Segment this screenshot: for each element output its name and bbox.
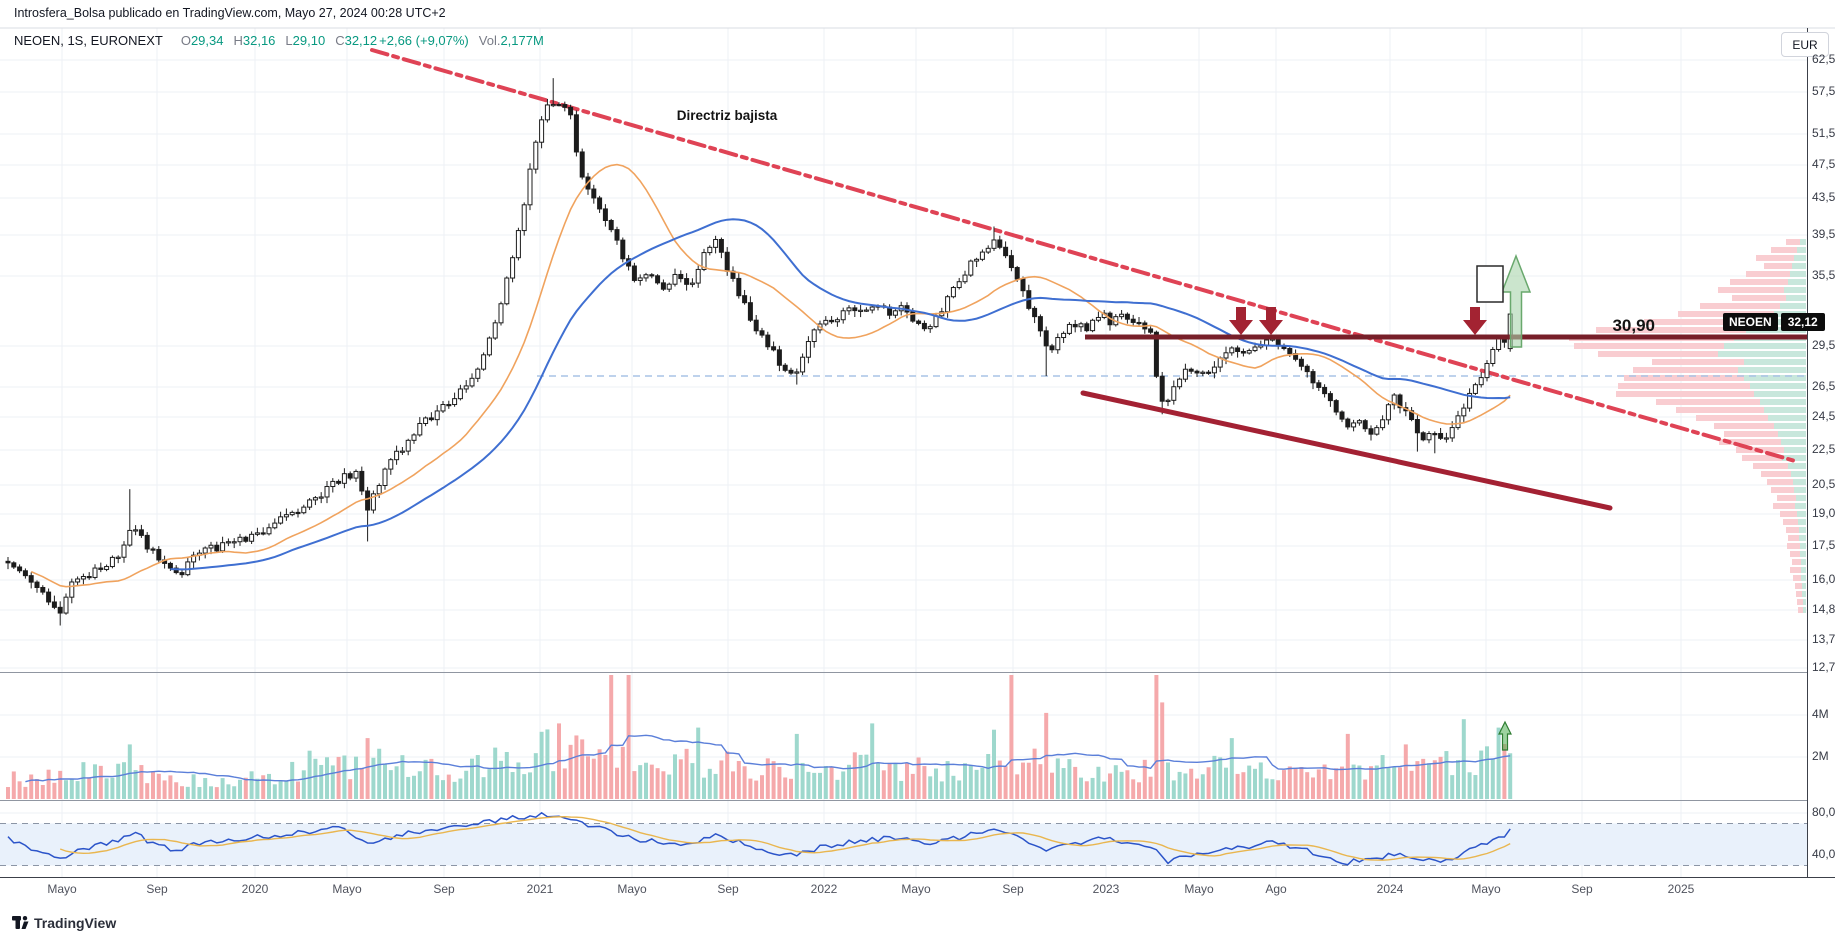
green-up-arrow[interactable] (1500, 253, 1532, 348)
price-axis-label: 16,00 (1812, 572, 1835, 586)
price-axis-label: 29,50 (1812, 338, 1835, 352)
price-axis-label: 43,50 (1812, 190, 1835, 204)
volume-ma-line (25, 734, 1511, 783)
time-axis-label: Mayo (332, 882, 362, 896)
volume-axis-label: 2M (1812, 749, 1829, 763)
price-axis-label: 47,50 (1812, 157, 1835, 171)
red-down-arrow[interactable] (1259, 307, 1283, 335)
tradingview-logo-text: TradingView (34, 914, 117, 931)
price-axis-label: 13,70 (1812, 632, 1835, 646)
legend-value: 29,10 (292, 33, 326, 48)
legend-value: 2,177M (500, 33, 544, 48)
legend-label: O (180, 33, 191, 48)
symbol-legend: NEOEN, 1S, EURONEXT O29,34 H32,16 L29,10 C32… (14, 33, 546, 48)
time-axis-label: Mayo (901, 882, 931, 896)
rsi-axis-label: 80,00 (1812, 805, 1835, 819)
price-tag-symbol: NEOEN (1723, 313, 1778, 331)
tradingview-logo-icon (12, 916, 29, 929)
legend-value: 32,12 (344, 33, 378, 48)
price-axis-label: 12,70 (1812, 660, 1835, 674)
time-axis-label: 2025 (1667, 882, 1695, 896)
red-down-arrow[interactable] (1463, 307, 1487, 335)
legend-label: L (285, 33, 293, 48)
currency-button[interactable]: EUR (1781, 32, 1829, 57)
publication-header: Introsfera_Bolsa publicado en TradingVie… (14, 6, 446, 20)
legend-value: +2,66 (+9,07%) (379, 33, 469, 48)
time-axis-label: Ago (1265, 882, 1287, 896)
red-down-arrow[interactable] (1229, 307, 1253, 335)
empty-annotation-box[interactable] (1476, 265, 1504, 303)
trendline-label: Directriz bajista (676, 108, 778, 123)
time-axis-label: 2020 (241, 882, 269, 896)
price-axis-label: 22,50 (1812, 442, 1835, 456)
time-axis-label: Sep (717, 882, 739, 896)
price-axis-label: 39,50 (1812, 227, 1835, 241)
legend-label: Vol. (478, 33, 501, 48)
ma-slow-line (170, 218, 1511, 571)
time-axis-label: Mayo (1471, 882, 1501, 896)
volume-axis-label: 4M (1812, 707, 1829, 721)
time-axis-label: Mayo (1184, 882, 1214, 896)
price-axis-label: 35,50 (1812, 268, 1835, 282)
price-axis-label: 19,00 (1812, 506, 1835, 520)
time-axis-label: 2024 (1376, 882, 1404, 896)
legend-label: C (335, 33, 345, 48)
price-axis-label: 57,50 (1812, 84, 1835, 98)
time-axis-label: 2021 (526, 882, 554, 896)
directriz-bajista-line[interactable] (370, 48, 1797, 463)
symbol-title: NEOEN, 1S, EURONEXT (14, 33, 163, 48)
gridlines (0, 28, 1807, 877)
ohlc-values: O29,34 H32,16 L29,10 C32,12 +2,66 (+9,07%) Vo… (173, 33, 546, 48)
price-axis-label: 17,50 (1812, 538, 1835, 552)
legend-value: 32,16 (242, 33, 276, 48)
time-axis-label: 2022 (810, 882, 838, 896)
time-axis-label: Sep (1571, 882, 1593, 896)
tradingview-logo[interactable]: TradingView (12, 914, 116, 931)
legend-value: 29,34 (190, 33, 224, 48)
sell-pressure-arrows (1229, 307, 1487, 335)
time-axis-label: Mayo (47, 882, 77, 896)
time-axis-label: Sep (146, 882, 168, 896)
time-axis-label: 2023 (1092, 882, 1120, 896)
price-axis-label: 26,50 (1812, 379, 1835, 393)
legend-label: H (233, 33, 243, 48)
rsi-axis-label: 40,00 (1812, 847, 1835, 861)
last-price-tag: NEOEN 32,12 (1723, 313, 1825, 331)
price-tag-value: 32,12 (1780, 313, 1825, 331)
volume-bars (6, 675, 1513, 799)
time-axis-label: Sep (1002, 882, 1024, 896)
ma-fast-line (30, 163, 1511, 588)
time-axis-label: Mayo (617, 882, 647, 896)
volume-profile (1569, 239, 1806, 613)
rsi-band (0, 823, 1807, 866)
price-axis-label: 20,50 (1812, 477, 1835, 491)
resistance-price-label: 30,90 (1612, 316, 1655, 335)
mini-green-up-arrow[interactable] (1498, 720, 1512, 751)
price-axis-label: 62,50 (1812, 52, 1835, 66)
rsi-signal-line (59, 815, 1511, 861)
rsi-line (7, 811, 1511, 866)
time-axis-label: Sep (433, 882, 455, 896)
price-axis-label: 24,50 (1812, 409, 1835, 423)
price-axis-label: 14,80 (1812, 602, 1835, 616)
price-axis-label: 51,50 (1812, 126, 1835, 140)
channel-support-line[interactable] (1080, 390, 1613, 511)
